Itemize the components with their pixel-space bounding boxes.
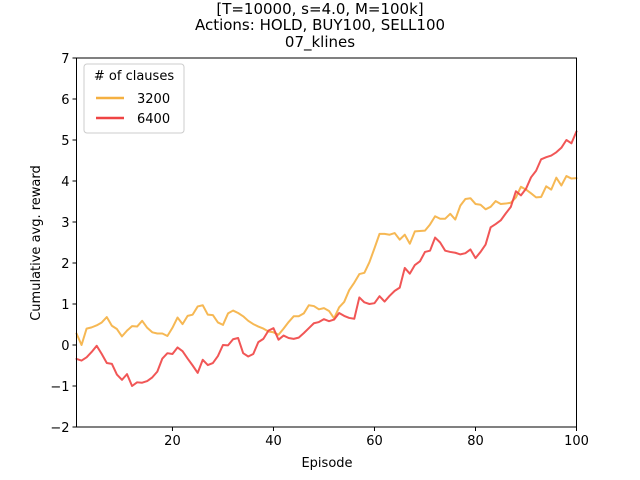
- chart-title-line-3: 07_klines: [285, 33, 355, 52]
- legend-label-6400: 6400: [137, 112, 170, 127]
- plot-frame: [76, 57, 577, 428]
- series-layer: [75, 130, 578, 387]
- y-tick-label: 6: [61, 93, 69, 108]
- series-line-3200: [75, 175, 578, 346]
- x-tick-label: 80: [467, 434, 484, 449]
- legend-box: [83, 63, 185, 134]
- y-tick-label: 2: [61, 257, 69, 272]
- x-tick-label: 60: [366, 434, 383, 449]
- y-tick-label: 4: [61, 175, 69, 190]
- y-axis-label: Cumulative avg. reward: [29, 165, 44, 321]
- y-tick-label: 0: [61, 339, 69, 354]
- y-tick-label: 1: [61, 298, 69, 313]
- legend-label-3200: 3200: [137, 92, 170, 107]
- series-line-6400: [75, 130, 578, 387]
- y-tick-label: 7: [61, 52, 69, 67]
- y-tick-label: −1: [50, 380, 69, 395]
- ticks-layer: 20 40 60 80 100 −2 −1 0 1 2 3 4 5 6 7: [50, 52, 589, 449]
- x-tick-label: 40: [265, 434, 282, 449]
- legend: # of clauses 3200 6400: [83, 63, 185, 134]
- chart-title-line-1: [T=10000, s=4.0, M=100k]: [216, 0, 423, 18]
- y-tick-label: 5: [61, 134, 69, 149]
- x-tick-label: 20: [164, 434, 181, 449]
- chart-title-line-2: Actions: HOLD, BUY100, SELL100: [195, 16, 445, 34]
- x-tick-label: 100: [564, 434, 589, 449]
- y-tick-label: 3: [61, 216, 69, 231]
- legend-title: # of clauses: [94, 69, 174, 84]
- x-axis-label: Episode: [301, 456, 352, 471]
- y-tick-label: −2: [50, 421, 69, 436]
